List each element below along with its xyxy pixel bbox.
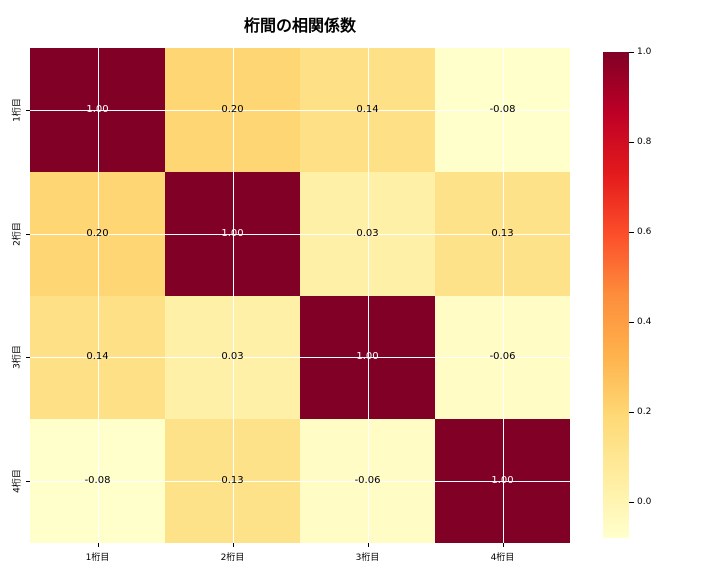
colorbar-tick-label: 0.2	[637, 407, 652, 417]
heatmap-cell	[165, 295, 300, 420]
colorbar-tick-label: 0.0	[637, 497, 652, 507]
heatmap-cell	[30, 295, 165, 420]
colorbar-tick-label: 1.0	[637, 47, 652, 57]
x-tick-mark	[367, 543, 369, 547]
heatmap-cell	[30, 171, 165, 296]
heatmap-cell	[300, 171, 435, 296]
y-axis-tick-label: 4桁目	[12, 469, 23, 493]
x-axis-tick-label: 4桁目	[490, 553, 515, 563]
y-tick-mark	[26, 109, 30, 111]
heatmap-cell	[165, 171, 300, 296]
chart-title: 桁間の相関係数	[243, 16, 356, 35]
colorbar	[603, 52, 629, 538]
x-axis-tick-label: 2桁目	[220, 553, 245, 563]
x-axis-tick-label: 3桁目	[355, 553, 380, 563]
y-axis-tick-label: 1桁目	[12, 98, 23, 122]
colorbar-tick-mark	[629, 322, 634, 323]
colorbar-tick-mark	[629, 502, 634, 503]
heatmap-cell	[300, 295, 435, 420]
heatmap-cell	[435, 419, 570, 543]
colorbar-tick-mark	[629, 412, 634, 413]
colorbar-tick-label: 0.8	[637, 137, 652, 147]
heatmap-cell	[300, 419, 435, 543]
colorbar-tick-mark	[629, 142, 634, 143]
heatmap-cell	[300, 48, 435, 172]
heatmap-cell	[435, 171, 570, 296]
y-axis-tick-label: 3桁目	[12, 345, 23, 370]
x-tick-mark	[502, 543, 504, 547]
colorbar-tick-mark	[629, 52, 634, 53]
colorbar-tick-label: 0.4	[637, 317, 652, 327]
heatmap-cell	[30, 419, 165, 543]
y-axis-tick-label: 2桁目	[12, 221, 23, 246]
heatmap: 1.00 0.20 0.14 -0.08 0.20 1.00 0.03 0.13 0.14 0.0…	[30, 48, 570, 543]
x-axis-tick-label: 1桁目	[85, 553, 110, 563]
heatmap-cell	[30, 48, 165, 172]
colorbar-tick-mark	[629, 232, 634, 233]
y-tick-mark	[26, 357, 30, 359]
heatmap-cell	[165, 48, 300, 172]
heatmap-cell	[435, 48, 570, 172]
y-tick-mark	[26, 233, 30, 235]
colorbar-tick-label: 0.6	[637, 227, 652, 237]
x-tick-mark	[232, 543, 234, 547]
y-tick-mark	[26, 481, 30, 483]
x-tick-mark	[97, 543, 99, 547]
heatmap-cell	[165, 419, 300, 543]
heatmap-cell	[435, 295, 570, 420]
